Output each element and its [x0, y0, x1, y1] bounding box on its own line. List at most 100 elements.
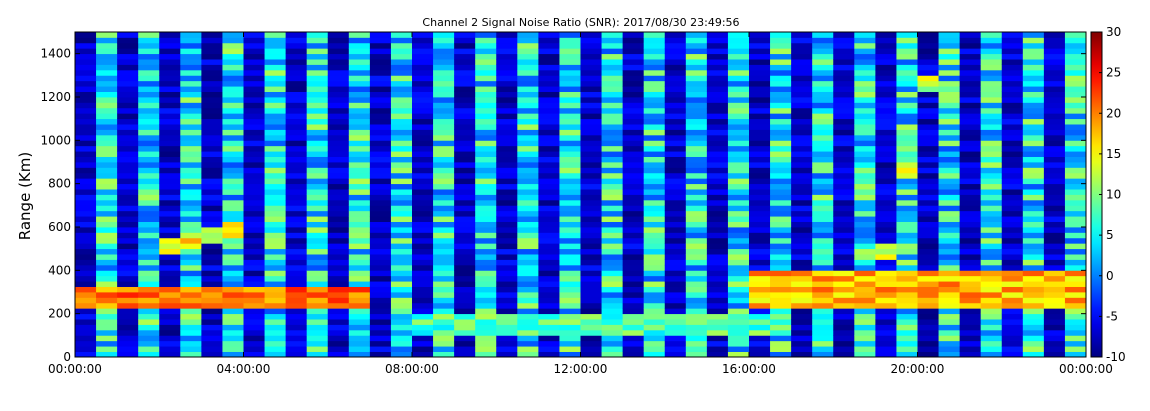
heatmap-cell [980, 124, 1003, 130]
heatmap-cell [896, 221, 918, 228]
heatmap-cell [917, 64, 939, 71]
heatmap-cell [854, 264, 876, 271]
heatmap-cell [327, 329, 350, 336]
heatmap-cell [896, 124, 918, 130]
heatmap-cell [854, 248, 876, 255]
heatmap-cell [390, 205, 413, 212]
heatmap-cell [875, 270, 897, 277]
heatmap-cell [201, 91, 223, 98]
heatmap-cell [622, 340, 645, 347]
heatmap-cell [180, 243, 202, 250]
heatmap-cell [201, 216, 223, 222]
heatmap-cell [1043, 199, 1066, 206]
heatmap-cell [369, 134, 392, 141]
heatmap-cell [201, 140, 223, 147]
heatmap-cell [348, 69, 371, 76]
heatmap-cell [791, 346, 813, 352]
heatmap-cell [517, 107, 539, 114]
heatmap-cell [201, 37, 223, 44]
heatmap-cell [601, 259, 624, 266]
heatmap-cell [264, 134, 287, 141]
heatmap-cell [1064, 259, 1087, 266]
heatmap-cell [938, 351, 961, 358]
heatmap-cell [285, 237, 308, 244]
heatmap-cell [727, 259, 750, 266]
heatmap-cell [959, 270, 982, 277]
heatmap-cell [959, 302, 982, 309]
heatmap-cell [306, 199, 329, 206]
heatmap-cell [749, 162, 771, 168]
heatmap-cell [1043, 64, 1066, 71]
heatmap-cell [601, 216, 624, 222]
heatmap-cell [980, 302, 1003, 309]
heatmap-cell [664, 270, 687, 277]
heatmap-cell [727, 140, 750, 147]
heatmap-cell [938, 216, 961, 222]
heatmap-cell [538, 145, 560, 152]
colorbar-tick-label: 0 [1106, 269, 1114, 283]
heatmap-cell [412, 308, 434, 315]
heatmap-cell [791, 80, 813, 87]
heatmap-cell [117, 194, 139, 201]
heatmap-cell [601, 254, 624, 260]
heatmap-cell [475, 232, 497, 239]
heatmap-cell [390, 292, 413, 298]
heatmap-cell [812, 205, 834, 212]
heatmap-cell [96, 346, 118, 352]
heatmap-cell [159, 329, 181, 336]
heatmap-cell [75, 178, 97, 185]
heatmap-cell [517, 145, 539, 152]
heatmap-cell [770, 281, 792, 287]
heatmap-cell [559, 237, 581, 244]
heatmap-cell [75, 124, 97, 130]
heatmap-cell [285, 189, 308, 195]
heatmap-cell [538, 264, 560, 271]
heatmap-cell [706, 80, 729, 87]
heatmap-cell [791, 189, 813, 195]
heatmap-cell [517, 335, 539, 342]
heatmap-cell [812, 86, 834, 92]
heatmap-cell [749, 259, 771, 266]
heatmap-cell [454, 124, 476, 130]
heatmap-cell [727, 42, 750, 49]
heatmap-cell [348, 75, 371, 82]
heatmap-cell [117, 86, 139, 92]
heatmap-cell [664, 75, 687, 82]
heatmap-cell [812, 210, 834, 217]
heatmap-cell [601, 275, 624, 282]
heatmap-cell [833, 118, 855, 125]
heatmap-cell [833, 113, 855, 120]
heatmap-cell [833, 319, 855, 325]
heatmap-cell [222, 162, 244, 168]
heatmap-cell [917, 97, 939, 103]
heatmap-cell [812, 140, 834, 147]
heatmap-cell [475, 351, 497, 358]
heatmap-cell [138, 351, 160, 358]
heatmap-cell [454, 194, 476, 201]
heatmap-cell [264, 248, 287, 255]
heatmap-cell [854, 59, 876, 65]
heatmap-cell [706, 313, 729, 320]
heatmap-cell [369, 329, 392, 336]
heatmap-cell [285, 248, 308, 255]
heatmap-cell [622, 286, 645, 293]
heatmap-cell [517, 199, 539, 206]
heatmap-cell [875, 340, 897, 347]
heatmap-cell [390, 264, 413, 271]
heatmap-cell [791, 64, 813, 71]
heatmap-cell [159, 178, 181, 185]
heatmap-cell [243, 178, 265, 185]
heatmap-cell [412, 346, 434, 352]
heatmap-cell [538, 210, 560, 217]
heatmap-cell [496, 124, 518, 130]
heatmap-cell [833, 156, 855, 163]
heatmap-cell [159, 297, 181, 304]
heatmap-cell [770, 292, 792, 298]
heatmap-cell [1043, 53, 1066, 60]
heatmap-cell [959, 53, 982, 60]
heatmap-cell [749, 42, 771, 49]
heatmap-cell [517, 59, 539, 65]
heatmap-cell [959, 232, 982, 239]
heatmap-cell [1064, 162, 1087, 168]
heatmap-cell [264, 346, 287, 352]
